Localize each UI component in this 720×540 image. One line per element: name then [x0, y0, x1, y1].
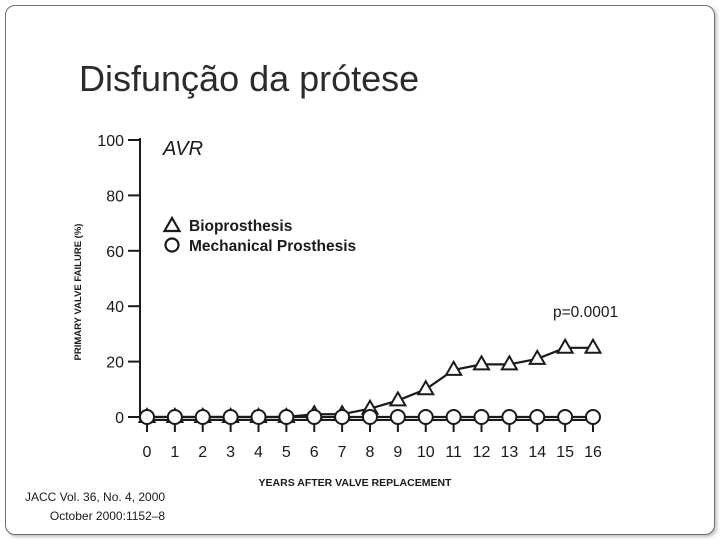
- data-point-circle: [417, 409, 434, 425]
- y-ticks: 0 20 40 60 80 100: [97, 133, 140, 427]
- x-axis-label: YEARS AFTER VALVE REPLACEMENT: [259, 477, 452, 489]
- data-point-circle: [194, 409, 211, 425]
- x-tick-label: 3: [226, 444, 235, 461]
- x-tick-label: 14: [528, 444, 546, 461]
- data-point-triangle: [472, 354, 491, 371]
- x-axis: 0 1 2 3 4 5 6 7 8 9 10 11 12 13 14 15 16 YEARS AFTER VAL…: [140, 419, 602, 489]
- data-point-circle: [557, 409, 574, 425]
- chart-title: AVR: [162, 138, 203, 160]
- x-tick-label: 16: [584, 444, 602, 461]
- x-tick-label: 9: [393, 444, 402, 461]
- y-tick-label: 80: [106, 188, 124, 205]
- x-tick-label: 5: [282, 444, 291, 461]
- citation-date: October 2000:1152–8: [49, 509, 166, 523]
- triangle-icon: [162, 215, 182, 233]
- x-tick-label: 11: [445, 444, 462, 461]
- data-point-triangle: [500, 354, 519, 371]
- data-point-circle: [473, 409, 490, 425]
- circle-icon: [164, 237, 180, 253]
- p-value-annotation: p=0.0001: [553, 304, 618, 321]
- data-point-triangle: [555, 337, 575, 354]
- x-tick-label: 1: [170, 444, 179, 461]
- slide-frame: [5, 5, 715, 535]
- data-point-triangle: [583, 337, 603, 354]
- y-tick-label: 100: [97, 133, 124, 150]
- y-axis: 0 20 40 60 80 100 PRIMARY VALVE FAILURE (%): [73, 133, 141, 427]
- data-point-circle: [278, 409, 295, 425]
- legend-label-bioprosthesis: Bioprosthesis: [189, 218, 292, 235]
- data-point-circle: [445, 409, 462, 425]
- y-axis-label: PRIMARY VALVE FAILURE (%): [73, 224, 84, 361]
- slide-title: Disfunção da prótese: [79, 58, 420, 99]
- y-tick-label: 60: [106, 244, 124, 261]
- y-tick-label: 0: [115, 410, 124, 427]
- data-point-circle: [585, 409, 601, 425]
- series-layer: [137, 337, 603, 425]
- data-point-circle: [306, 409, 323, 425]
- x-tick-label: 7: [338, 444, 347, 461]
- data-point-circle: [362, 409, 378, 425]
- data-point-circle: [334, 409, 351, 425]
- series-mechanical: [139, 409, 601, 425]
- data-point-triangle: [388, 390, 408, 407]
- data-point-circle: [139, 409, 155, 425]
- data-point-triangle: [416, 379, 435, 396]
- citation: JACC Vol. 36, No. 4, 2000 October 2000:1…: [25, 488, 165, 526]
- legend: Bioprosthesis Mechanical Prosthesis: [162, 215, 356, 255]
- legend-label-mechanical: Mechanical Prosthesis: [189, 238, 356, 255]
- x-tick-label: 13: [500, 444, 518, 461]
- y-tick-label: 40: [106, 299, 124, 316]
- citation-journal: JACC Vol. 36, No. 4, 2000: [25, 490, 166, 504]
- data-point-circle: [166, 409, 183, 425]
- data-point-circle: [222, 409, 239, 425]
- data-point-triangle: [528, 348, 547, 365]
- data-point-circle: [501, 409, 518, 425]
- legend-item-bioprosthesis: Bioprosthesis: [162, 215, 292, 235]
- x-tick-label: 4: [254, 444, 263, 461]
- x-tick-label: 6: [310, 444, 319, 461]
- x-tick-label: 12: [473, 444, 491, 461]
- data-point-circle: [529, 409, 546, 425]
- x-tick-label: 8: [366, 444, 375, 461]
- data-point-circle: [389, 409, 406, 425]
- x-ticks: 0 1 2 3 4 5 6 7 8 9 10 11 12 13 14 15 16: [143, 420, 602, 461]
- legend-item-mechanical: Mechanical Prosthesis: [164, 237, 356, 255]
- data-point-triangle: [444, 359, 463, 376]
- data-point-circle: [250, 409, 267, 425]
- x-tick-label: 2: [198, 444, 207, 461]
- x-tick-label: 15: [556, 444, 574, 461]
- x-tick-label: 0: [143, 444, 152, 461]
- y-tick-label: 20: [106, 355, 124, 372]
- x-tick-label: 10: [417, 444, 435, 461]
